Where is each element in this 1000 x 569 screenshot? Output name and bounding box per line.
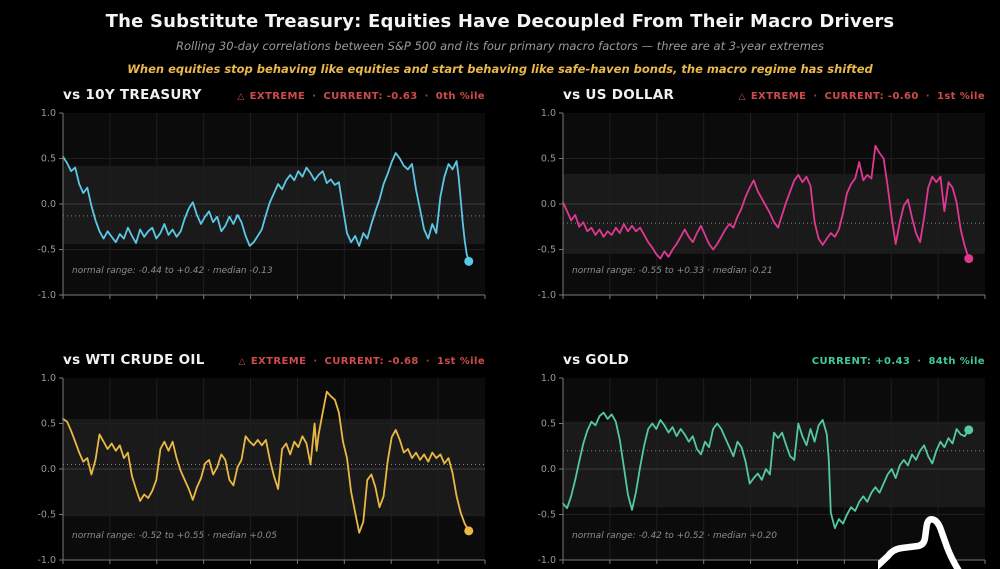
dot-separator: · (925, 91, 930, 102)
panel-header-10y-treasury: vs 10Y TREASURY △ EXTREME · CURRENT: -0.63 ·… (63, 87, 485, 104)
status-current: CURRENT: +0.43 (811, 356, 911, 367)
panel-status-gold: CURRENT: +0.43 · 84th %ile (812, 356, 985, 367)
hand-logo-icon (878, 516, 962, 569)
series-line (562, 144, 970, 260)
y-tick-label: 1.0 (541, 108, 556, 119)
y-tick-label: 1.0 (541, 373, 556, 384)
y-tick-label: -1.0 (37, 555, 56, 566)
correlation-chart-gold: 1.0 0.5 0.0 -0.5 -1.0 normal range: -0.42 to … (537, 373, 986, 566)
warning-triangle-icon: △ (237, 92, 245, 102)
normal-range-annotation: normal range: -0.52 to +0.55 · median +0… (72, 531, 277, 541)
y-tick-label: -1.0 (37, 290, 56, 301)
panel-status-wti-crude-oil: △ EXTREME · CURRENT: -0.68 · 1st %ile (239, 356, 486, 367)
panel-header-gold: vs GOLD CURRENT: +0.43 · 84th %ile (563, 352, 985, 369)
status-state: EXTREME (249, 91, 306, 102)
panel-header-wti-crude-oil: vs WTI CRUDE OIL △ EXTREME · CURRENT: -0.68… (63, 352, 485, 369)
warning-triangle-icon: △ (738, 92, 746, 102)
endpoint-marker (464, 256, 474, 266)
status-state: EXTREME (250, 356, 307, 367)
y-tick-label: 1.0 (41, 373, 56, 384)
panel-title-us-dollar: vs US DOLLAR (563, 87, 675, 103)
y-tick-label: 0.5 (41, 154, 56, 165)
series-line (62, 390, 470, 534)
panel-title-10y-treasury: vs 10Y TREASURY (63, 87, 202, 103)
y-tick-label: -0.5 (37, 245, 56, 256)
endpoint-marker (964, 425, 974, 435)
series-line (62, 152, 470, 263)
status-current: CURRENT: -0.60 (824, 91, 919, 102)
dot-separator: · (425, 356, 430, 367)
y-tick-label: -0.5 (37, 510, 56, 521)
status-state: EXTREME (750, 91, 807, 102)
warning-triangle-icon: △ (238, 357, 246, 367)
normal-range-annotation: normal range: -0.55 to +0.33 · median -0… (572, 266, 773, 276)
y-tick-label: -1.0 (537, 555, 556, 566)
dot-separator: · (813, 91, 818, 102)
status-percentile: 0th %ile (435, 91, 485, 102)
y-tick-label: 0.0 (541, 199, 556, 210)
dot-separator: · (424, 91, 429, 102)
status-current: CURRENT: -0.68 (324, 356, 419, 367)
dot-separator: · (313, 356, 318, 367)
y-tick-label: 0.0 (541, 464, 556, 475)
status-percentile: 84th %ile (928, 356, 985, 367)
y-tick-label: -0.5 (537, 510, 556, 521)
status-current: CURRENT: -0.63 (323, 91, 418, 102)
normal-range-annotation: normal range: -0.42 to +0.52 · median +0… (572, 531, 777, 541)
status-percentile: 1st %ile (436, 356, 485, 367)
panel-status-us-dollar: △ EXTREME · CURRENT: -0.60 · 1st %ile (739, 91, 986, 102)
endpoint-marker (964, 254, 974, 264)
normal-range-band (63, 418, 485, 517)
dot-separator: · (917, 356, 922, 367)
normal-range-band (563, 173, 985, 255)
panel-title-gold: vs GOLD (563, 352, 630, 368)
status-percentile: 1st %ile (936, 91, 985, 102)
y-tick-label: -0.5 (537, 245, 556, 256)
y-tick-label: -1.0 (537, 290, 556, 301)
normal-range-annotation: normal range: -0.44 to +0.42 · median -0… (72, 266, 273, 276)
page-title: The Substitute Treasury: Equities Have D… (105, 11, 895, 32)
panel-title-wti-crude-oil: vs WTI CRUDE OIL (63, 352, 205, 368)
y-tick-label: 0.0 (41, 199, 56, 210)
y-tick-label: 0.5 (41, 419, 56, 430)
panel-header-us-dollar: vs US DOLLAR △ EXTREME · CURRENT: -0.60 · 1st… (563, 87, 985, 104)
y-tick-label: 0.0 (41, 464, 56, 475)
correlation-chart-us-dollar: 1.0 0.5 0.0 -0.5 -1.0 normal range: -0.55 to … (537, 108, 986, 301)
y-tick-label: 1.0 (41, 108, 56, 119)
correlation-chart-10y-treasury: 1.0 0.5 0.0 -0.5 -1.0 normal range: -0.44 to … (37, 108, 486, 301)
page-subtitle: Rolling 30-day correlations between S&P … (176, 39, 824, 53)
page-callout: When equities stop behaving like equitie… (127, 62, 873, 76)
correlation-chart-wti-crude-oil: 1.0 0.5 0.0 -0.5 -1.0 normal range: -0.52 to … (37, 373, 486, 566)
y-tick-label: 0.5 (541, 419, 556, 430)
y-tick-label: 0.5 (541, 154, 556, 165)
series-line (562, 411, 970, 530)
dot-separator: · (312, 91, 317, 102)
endpoint-marker (464, 526, 474, 536)
panel-status-10y-treasury: △ EXTREME · CURRENT: -0.63 · 0th %ile (237, 91, 485, 102)
